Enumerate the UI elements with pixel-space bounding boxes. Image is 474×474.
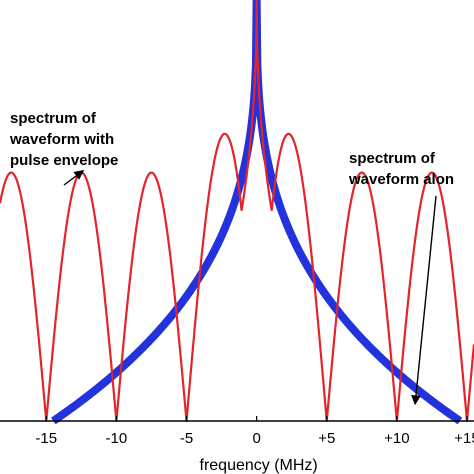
- x-tick-label: -10: [106, 430, 128, 447]
- annotation-red-text: waveform with: [9, 131, 114, 148]
- x-tick-label: -15: [35, 430, 57, 447]
- x-tick-label: 0: [252, 430, 260, 447]
- annotation-red-text: spectrum of: [10, 110, 97, 127]
- x-tick-label: +15: [454, 430, 474, 447]
- axes: -15 -10 -5 0 +5 +10 +15: [0, 416, 474, 447]
- x-tick-label: +10: [384, 430, 409, 447]
- annotation-blue-text: waveform alon: [348, 171, 454, 188]
- x-tick-label: -5: [180, 430, 193, 447]
- x-tick-label: +5: [318, 430, 335, 447]
- series-red-line: [0, 0, 474, 423]
- annotation-blue-text: spectrum of: [349, 150, 436, 167]
- annotation-red-text: pulse envelope: [10, 152, 118, 169]
- x-axis-title: frequency (MHz): [200, 457, 318, 474]
- annotation-blue-arrow: [411, 195, 437, 406]
- plot-area: [0, 0, 474, 425]
- annotation-red-arrow: [63, 170, 85, 186]
- annotations: spectrum of waveform with pulse envelope sp…: [9, 110, 454, 406]
